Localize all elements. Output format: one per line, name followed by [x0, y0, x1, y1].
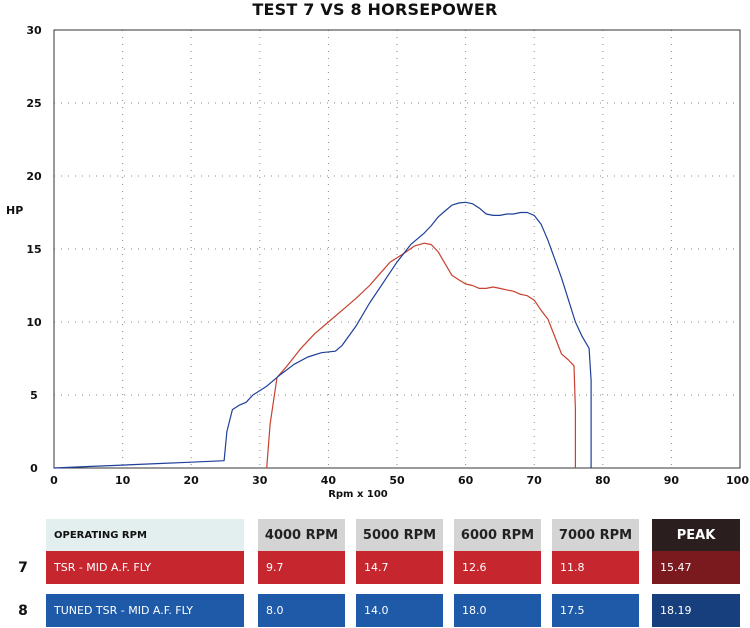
x-tick-label: 50 — [389, 474, 405, 487]
row-value-4000: 9.7 — [258, 551, 345, 584]
series-line-tsr-mid-af-fly — [266, 242, 577, 469]
y-axis-label: HP — [6, 204, 23, 217]
y-tick-label: 10 — [26, 316, 42, 329]
horsepower-chart: 0 5 10 15 20 25 30 0 10 20 30 40 50 60 70 80 90 100 HP R… — [6, 24, 749, 500]
y-tick-label: 30 — [26, 24, 42, 37]
x-tick-label: 70 — [527, 474, 543, 487]
row-value-6000: 18.0 — [454, 594, 541, 627]
row-label: TUNED TSR - MID A.F. FLY — [46, 594, 244, 627]
x-tick-label: 90 — [664, 474, 680, 487]
row-value-7000: 17.5 — [552, 594, 639, 627]
row-value-6000: 12.6 — [454, 551, 541, 584]
y-tick-label: 15 — [26, 243, 41, 256]
row-value-peak: 15.47 — [652, 551, 740, 584]
x-tick-label: 10 — [115, 474, 131, 487]
row-value-5000: 14.0 — [356, 594, 443, 627]
row-label: TSR - MID A.F. FLY — [46, 551, 244, 584]
x-tick-label: 60 — [458, 474, 474, 487]
series-line-tuned-tsr-mid-af-fly — [53, 201, 592, 469]
header-peak: PEAK — [652, 519, 740, 552]
chart-title: TEST 7 VS 8 HORSEPOWER — [252, 0, 498, 19]
y-tick-labels: 0 5 10 15 20 25 30 — [26, 24, 42, 475]
y-tick-label: 20 — [26, 170, 42, 183]
header-5000-rpm: 5000 RPM — [356, 519, 443, 552]
x-tick-label: 0 — [50, 474, 58, 487]
x-axis-label: Rpm x 100 — [328, 489, 388, 500]
x-tick-label: 30 — [252, 474, 268, 487]
header-operating-rpm: OPERATING RPM — [46, 519, 244, 552]
x-tick-label: 80 — [595, 474, 611, 487]
header-4000-rpm: 4000 RPM — [258, 519, 345, 552]
y-tick-label: 0 — [30, 462, 38, 475]
row-value-peak: 18.19 — [652, 594, 740, 627]
series — [53, 201, 592, 469]
row-value-5000: 14.7 — [356, 551, 443, 584]
row-number: 7 — [0, 551, 46, 584]
header-7000-rpm: 7000 RPM — [552, 519, 639, 552]
x-tick-label: 40 — [321, 474, 337, 487]
row-value-4000: 8.0 — [258, 594, 345, 627]
y-tick-label: 25 — [26, 97, 41, 110]
header-6000-rpm: 6000 RPM — [454, 519, 541, 552]
y-tick-label: 5 — [30, 389, 38, 402]
row-value-7000: 11.8 — [552, 551, 639, 584]
x-tick-labels: 0 10 20 30 40 50 60 70 80 90 100 — [50, 474, 749, 487]
x-tick-label: 100 — [726, 474, 749, 487]
x-tick-label: 20 — [184, 474, 200, 487]
row-number: 8 — [0, 594, 46, 627]
grid — [54, 30, 740, 468]
plot-frame — [53, 29, 741, 469]
